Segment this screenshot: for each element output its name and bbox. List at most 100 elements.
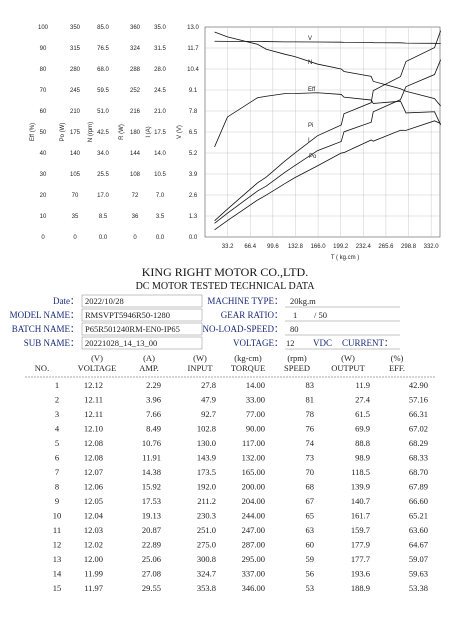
table-cell: 64.67: [409, 540, 428, 550]
table-cell: 287.00: [242, 540, 265, 550]
table-cell: 12.12: [84, 380, 103, 390]
table-cell: 12.08: [84, 438, 103, 448]
table-cell: 230.3: [197, 511, 216, 521]
table-cell: 68.29: [409, 438, 428, 448]
table-cell: 251.0: [197, 525, 216, 535]
table-cell: 12.08: [84, 453, 103, 463]
scale-tick: 0: [133, 235, 137, 241]
scale-tick: 3.9: [189, 172, 198, 178]
scale-tick: 35: [72, 214, 79, 220]
scale-title: I (A): [146, 126, 152, 137]
table-cell: 211.2: [197, 496, 216, 506]
scale-tick: 2.6: [189, 193, 198, 199]
scale-tick: 280: [70, 67, 81, 73]
info-value: P65R501240RM-EN0-IP65: [85, 324, 180, 334]
table-cell: 12.11: [84, 409, 103, 419]
info-box: [81, 308, 203, 322]
table-cell: 13: [53, 554, 62, 564]
table-cell: 2: [55, 395, 59, 405]
table-cell: 2.29: [146, 380, 161, 390]
scale-tick: 70: [40, 88, 47, 94]
scale-tick: 10: [40, 214, 47, 220]
table-cell: 12.02: [84, 540, 103, 550]
table-cell: 200.00: [242, 482, 265, 492]
table-cell: 177.7: [351, 554, 370, 564]
scale-tick: 108: [130, 172, 141, 178]
scale-tick: 25.5: [97, 172, 109, 178]
table-cell: 6: [55, 453, 59, 463]
scale-title: Eff (%): [30, 123, 36, 141]
scale-title: Po (W): [60, 123, 66, 142]
table-cell: 12: [53, 540, 62, 550]
column-header: NO.: [35, 363, 49, 373]
table-cell: 65.21: [409, 511, 428, 521]
table-cell: 10: [53, 511, 62, 521]
table-cell: 60: [306, 540, 315, 550]
scale-tick: 8.5: [99, 214, 108, 220]
x-tick: 265.6: [378, 244, 394, 250]
scale-tick: 3.5: [156, 214, 165, 220]
scale-tick: 10.4: [187, 67, 199, 73]
column-header: INPUT: [187, 363, 213, 373]
table-cell: 27.08: [142, 569, 161, 579]
scale-title: R (W): [119, 124, 125, 140]
info-label: Date：: [53, 296, 79, 306]
unit-header: (W): [193, 353, 207, 363]
scale-tick: 0.0: [189, 235, 198, 241]
table-cell: 10.76: [142, 438, 161, 448]
table-cell: 83: [306, 380, 315, 390]
curve-label: Eff: [308, 87, 316, 93]
scale-tick: 40: [40, 151, 47, 157]
scale-tick: 80: [40, 67, 47, 73]
curve-label: Po: [309, 154, 317, 160]
table-cell: 14: [53, 569, 62, 579]
table-cell: 70: [306, 467, 315, 477]
scale-tick: 36: [132, 214, 139, 220]
column-header: SPEED: [284, 363, 310, 373]
table-cell: 67.89: [409, 482, 428, 492]
scale-tick: 14.0: [154, 151, 166, 157]
scale-tick: 324: [130, 46, 141, 52]
x-label: T ( kg.cm ): [331, 255, 360, 261]
scale-tick: 42.5: [97, 130, 109, 136]
table-cell: 295.00: [242, 554, 265, 564]
table-cell: 12.06: [84, 482, 103, 492]
curve: [214, 59, 442, 224]
scale-tick: 30: [40, 172, 47, 178]
table-cell: 66.60: [409, 496, 428, 506]
scale-tick: 0.0: [99, 235, 108, 241]
table-cell: 300.8: [197, 554, 216, 564]
table-cell: 12.10: [84, 424, 103, 434]
info-label: CURRENT：: [342, 338, 393, 348]
table-cell: 118.5: [351, 467, 370, 477]
unit-header: (rpm): [287, 353, 307, 363]
table-cell: 56: [306, 569, 315, 579]
table-cell: 244.00: [242, 511, 265, 521]
table-cell: 12.03: [84, 525, 103, 535]
scale-tick: 100: [38, 25, 49, 31]
table-cell: 9: [55, 496, 59, 506]
scale-tick: 17.0: [97, 193, 109, 199]
info-value: 20221028_14_13_00: [85, 338, 157, 348]
scale-tick: 10.5: [154, 172, 166, 178]
info-value: / 50: [314, 310, 327, 320]
scale-tick: 315: [70, 46, 81, 52]
table-cell: 69.9: [355, 424, 370, 434]
scale-tick: 180: [130, 130, 141, 136]
scale-tick: 24.5: [154, 88, 166, 94]
scale-tick: 11.7: [187, 46, 199, 52]
table-cell: 3.96: [146, 395, 161, 405]
table-cell: 27.8: [201, 380, 216, 390]
table-cell: 12.04: [84, 511, 104, 521]
scale-tick: 60: [40, 109, 47, 115]
info-value: 12: [286, 338, 295, 348]
table-cell: 63.60: [409, 525, 428, 535]
table-cell: 12.11: [84, 395, 103, 405]
table-cell: 27.4: [355, 395, 371, 405]
table-cell: 177.9: [351, 540, 370, 550]
unit-header: (%): [391, 353, 404, 363]
table-cell: 161.7: [351, 511, 370, 521]
x-tick: 66.4: [244, 244, 256, 250]
x-tick: 298.8: [401, 244, 417, 250]
x-tick: 332.0: [424, 244, 440, 250]
